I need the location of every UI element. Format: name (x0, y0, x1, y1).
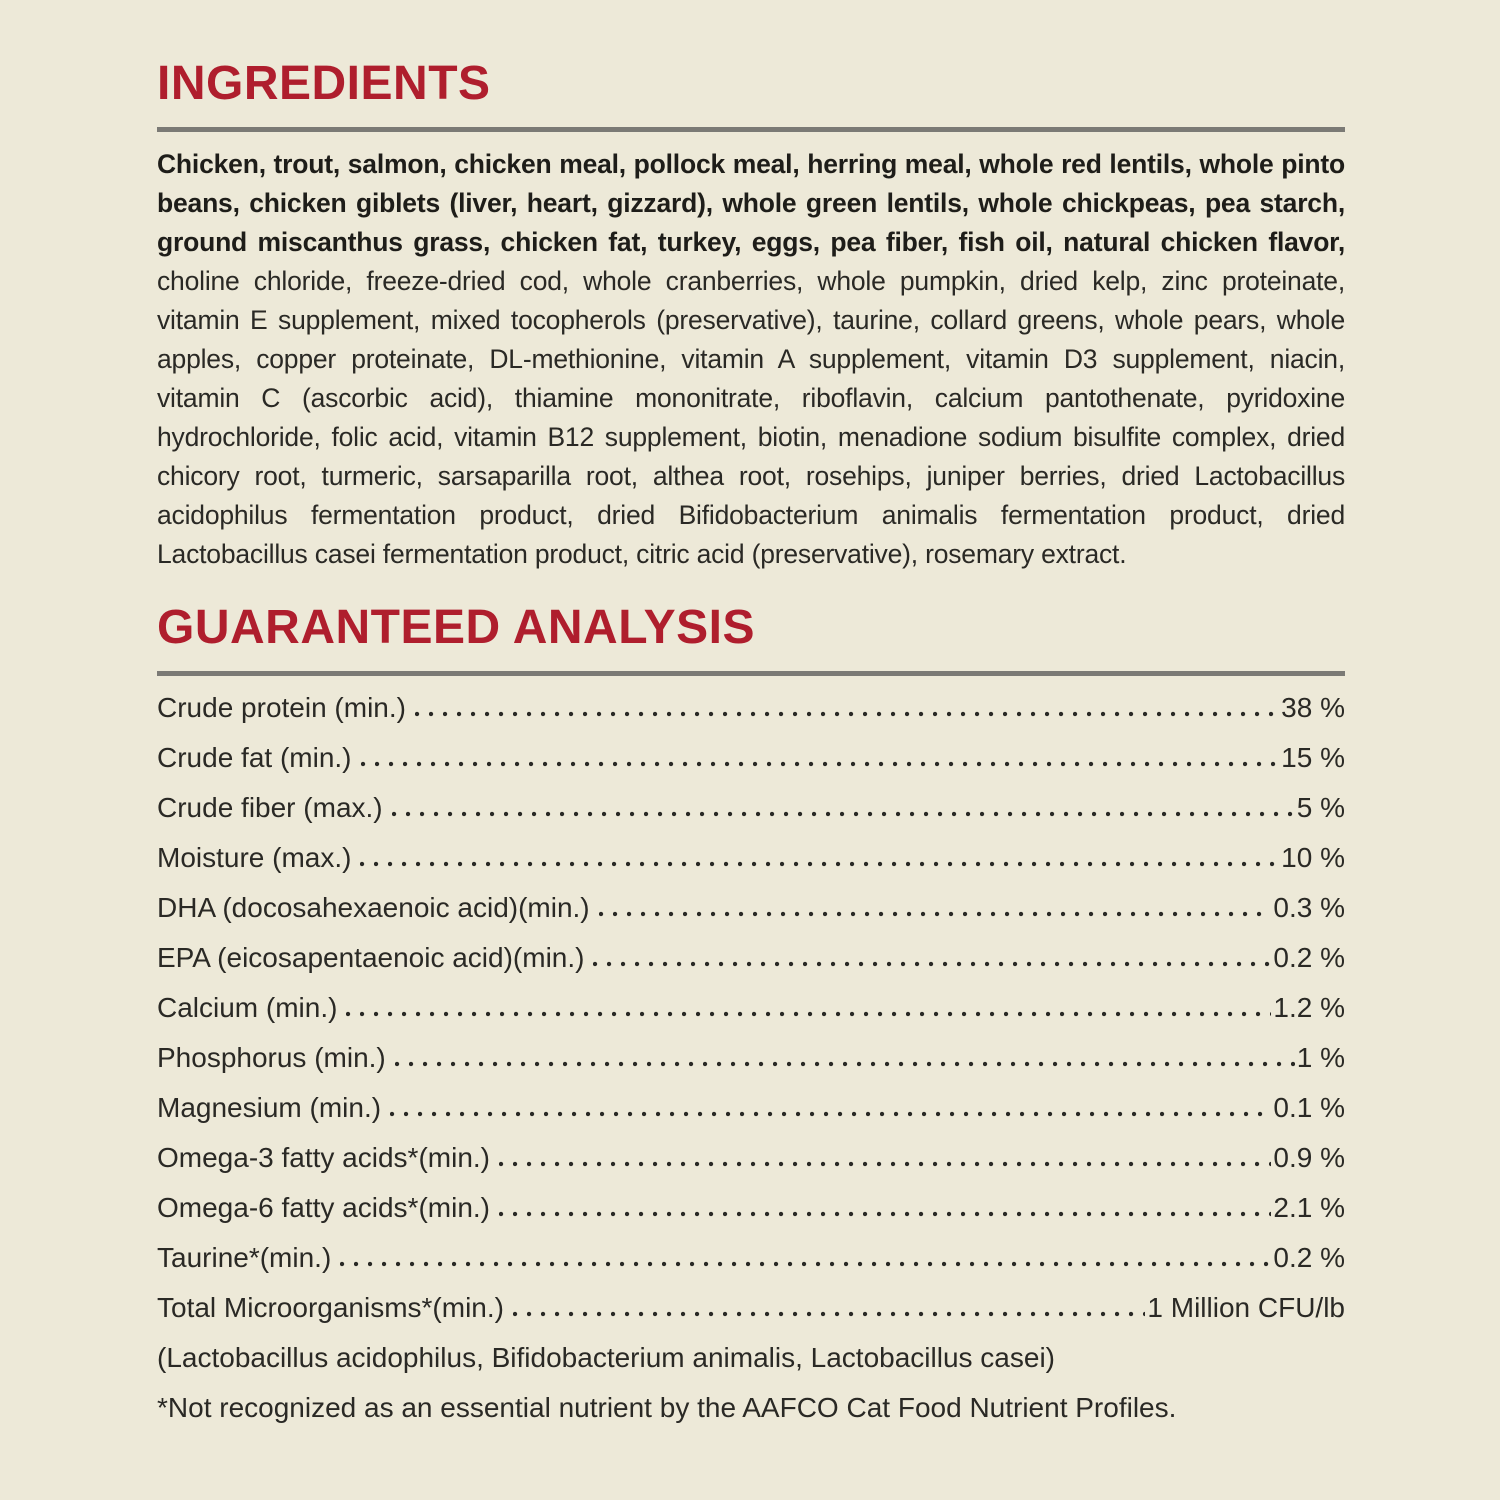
analysis-row-value: 1 Million CFU/lb (1147, 1291, 1345, 1323)
guaranteed-analysis-section: GUARANTEED ANALYSIS Crude protein (min.)… (157, 600, 1345, 1424)
analysis-row-label: Crude protein (min.) (157, 691, 406, 723)
analysis-row: Moisture (max.) 10 % (157, 841, 1345, 874)
analysis-row: Phosphorus (min.) 1 % (157, 1041, 1345, 1074)
analysis-row: DHA (docosahexaenoic acid)(min.) 0.3 % (157, 891, 1345, 924)
analysis-row: Crude fat (min.) 15 % (157, 741, 1345, 774)
analysis-row-value: 5 % (1296, 791, 1345, 823)
analysis-row-value: 2.1 % (1273, 1191, 1345, 1223)
ingredients-secondary-text: choline chloride, freeze-dried cod, whol… (157, 265, 1345, 569)
analysis-row: Omega-3 fatty acids*(min.) 0.9 % (157, 1141, 1345, 1174)
analysis-row-value: 1 % (1296, 1041, 1345, 1073)
analysis-row: EPA (eicosapentaenoic acid)(min.) 0.2 % (157, 941, 1345, 974)
dot-leader (414, 710, 1280, 717)
ingredients-text: Chicken, trout, salmon, chicken meal, po… (157, 145, 1345, 574)
analysis-row-value: 1.2 % (1273, 991, 1345, 1023)
analysis-row-label: Phosphorus (min.) (157, 1041, 386, 1073)
analysis-row-label: Moisture (max.) (157, 841, 352, 873)
analysis-row-label: Calcium (min.) (157, 991, 338, 1023)
analysis-row: Magnesium (min.) 0.1 % (157, 1091, 1345, 1124)
analysis-row-label: Crude fiber (max.) (157, 791, 383, 823)
dot-leader (340, 1260, 1272, 1267)
analysis-row: Omega-6 fatty acids*(min.) 2.1 % (157, 1191, 1345, 1224)
analysis-row-value: 10 % (1281, 841, 1345, 873)
analysis-row-value: 0.9 % (1273, 1141, 1345, 1173)
dot-leader (360, 760, 1280, 767)
analysis-row: Calcium (min.) 1.2 % (157, 991, 1345, 1024)
analysis-row-value: 15 % (1281, 741, 1345, 773)
analysis-row: Crude protein (min.) 38 % (157, 691, 1345, 724)
dot-leader (499, 1160, 1272, 1167)
analysis-row-label: EPA (eicosapentaenoic acid)(min.) (157, 941, 585, 973)
dot-leader (360, 860, 1280, 867)
dot-leader (499, 1210, 1272, 1217)
analysis-row-label: DHA (docosahexaenoic acid)(min.) (157, 891, 590, 923)
dot-leader (512, 1310, 1146, 1317)
analysis-row: Taurine*(min.) 0.2 % (157, 1241, 1345, 1274)
analysis-row-value: 38 % (1281, 691, 1345, 723)
aafco-footnote: *Not recognized as an essential nutrient… (157, 1391, 1177, 1423)
dot-leader (593, 960, 1272, 967)
analysis-row-label: Taurine*(min.) (157, 1241, 332, 1273)
label-content: INGREDIENTS Chicken, trout, salmon, chic… (157, 58, 1345, 1441)
microorganisms-note: (Lactobacillus acidophilus, Bifidobacter… (157, 1341, 1055, 1373)
analysis-row-label: Omega-6 fatty acids*(min.) (157, 1191, 490, 1223)
ingredients-heading: INGREDIENTS (157, 57, 491, 110)
dot-leader (598, 910, 1272, 917)
analysis-row-value: 0.1 % (1273, 1091, 1345, 1123)
ingredients-divider (157, 126, 1345, 132)
analysis-row-value: 0.2 % (1273, 941, 1345, 973)
analysis-row: Crude fiber (max.) 5 % (157, 791, 1345, 824)
guaranteed-analysis-heading: GUARANTEED ANALYSIS (157, 600, 756, 654)
analysis-row-label: Magnesium (min.) (157, 1091, 382, 1123)
analysis-row-label: Total Microorganisms*(min.) (157, 1291, 504, 1323)
ingredients-primary-text: Chicken, trout, salmon, chicken meal, po… (157, 148, 1345, 257)
ingredients-section: INGREDIENTS Chicken, trout, salmon, chic… (157, 58, 1345, 574)
guaranteed-analysis-divider (157, 670, 1345, 676)
dot-leader (346, 1010, 1272, 1017)
dot-leader (394, 1060, 1295, 1067)
analysis-table: Crude protein (min.) 38 % Crude fat (min… (157, 691, 1345, 1324)
dot-leader (390, 1110, 1272, 1117)
analysis-row-value: 0.2 % (1273, 1241, 1345, 1273)
analysis-row-value: 0.3 % (1273, 891, 1345, 923)
analysis-row-label: Omega-3 fatty acids*(min.) (157, 1141, 490, 1173)
analysis-row-label: Crude fat (min.) (157, 741, 352, 773)
analysis-row: Total Microorganisms*(min.) 1 Million CF… (157, 1291, 1345, 1324)
dot-leader (391, 810, 1295, 817)
